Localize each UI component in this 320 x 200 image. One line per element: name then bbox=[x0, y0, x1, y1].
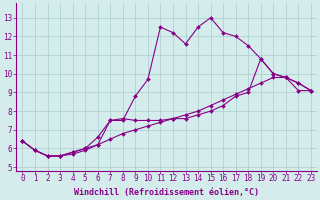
X-axis label: Windchill (Refroidissement éolien,°C): Windchill (Refroidissement éolien,°C) bbox=[74, 188, 259, 197]
